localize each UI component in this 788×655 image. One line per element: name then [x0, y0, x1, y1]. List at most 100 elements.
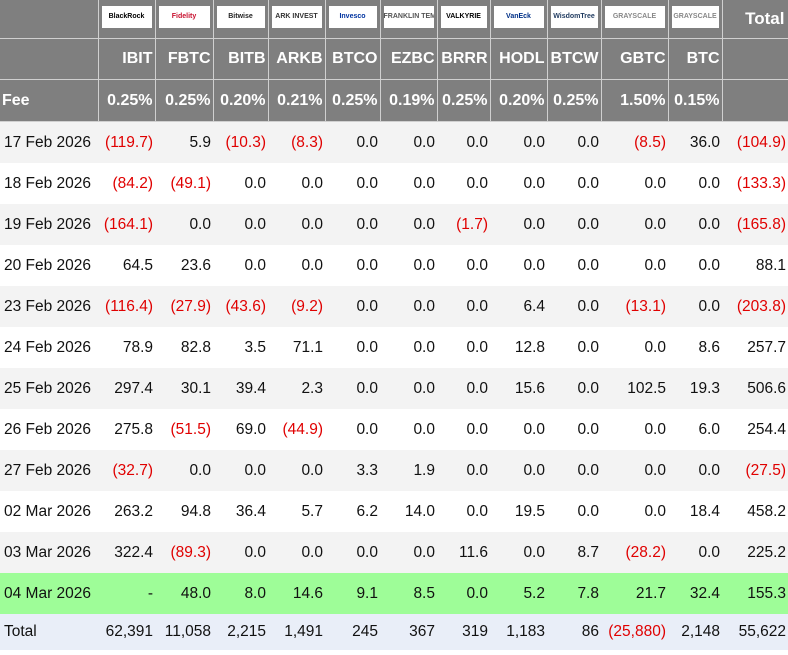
flow-cell: 257.7 — [722, 327, 788, 368]
flow-cell: 19.5 — [490, 491, 547, 532]
total-cell: 319 — [437, 614, 490, 650]
ticker-row: IBIT FBTC BITB ARKB BTCO EZBC BRRR HODL BTCW GBTC… — [0, 38, 788, 80]
flow-cell: 19.3 — [668, 368, 722, 409]
issuer-logo-row: BlackRock Fidelity Bitwise ARK INVEST Invesc… — [0, 0, 788, 39]
flow-cell: 69.0 — [213, 409, 268, 450]
flow-cell: 78.9 — [98, 327, 155, 368]
flow-cell: 0.0 — [547, 204, 601, 245]
fee-cell: 0.25% — [155, 79, 214, 122]
ticker-header: FBTC — [155, 38, 214, 80]
total-label: Total — [0, 614, 98, 650]
flow-cell: 0.0 — [601, 163, 668, 204]
issuer-logo-cell: Bitwise — [213, 0, 269, 39]
date-cell: 24 Feb 2026 — [0, 327, 98, 368]
ticker-header: BTCO — [325, 38, 381, 80]
fee-cell: 0.20% — [490, 79, 548, 122]
issuer-logo-cell: GRAYSCALE — [601, 0, 669, 39]
flow-cell: 275.8 — [98, 409, 155, 450]
table-row: 27 Feb 2026 (32.7) 0.0 0.0 0.0 3.3 1.9 0.0 0.0 0.… — [0, 450, 788, 491]
flow-cell: 0.0 — [437, 491, 490, 532]
table-row: 03 Mar 2026 322.4 (89.3) 0.0 0.0 0.0 0.0 11.6 0.… — [0, 532, 788, 573]
flow-cell: 0.0 — [380, 121, 437, 163]
flow-cell: 0.0 — [601, 204, 668, 245]
flow-cell: 0.0 — [547, 163, 601, 204]
flow-cell: 0.0 — [437, 573, 490, 614]
issuer-logo: WisdomTree — [550, 5, 598, 28]
flow-cell: (164.1) — [98, 204, 155, 245]
flow-cell: 0.0 — [437, 450, 490, 491]
flow-cell: 0.0 — [325, 368, 380, 409]
issuer-logo-cell: GRAYSCALE — [668, 0, 723, 39]
flow-cell: 0.0 — [268, 532, 325, 573]
flow-cell: 36.0 — [668, 121, 722, 163]
flow-cell: 0.0 — [490, 532, 547, 573]
ticker-header: EZBC — [380, 38, 438, 80]
flow-cell: (165.8) — [722, 204, 788, 245]
date-cell: 25 Feb 2026 — [0, 368, 98, 409]
flow-cell: 155.3 — [722, 573, 788, 614]
ticker-header: GBTC — [601, 38, 669, 80]
ticker-header: IBIT — [98, 38, 156, 80]
flow-cell: 39.4 — [213, 368, 268, 409]
flow-cell: 0.0 — [601, 245, 668, 286]
flow-cell: 0.0 — [547, 409, 601, 450]
flow-cell: 0.0 — [437, 245, 490, 286]
ticker-header: HODL — [490, 38, 548, 80]
issuer-logo: GRAYSCALE — [671, 5, 719, 28]
table-row: 25 Feb 2026 297.4 30.1 39.4 2.3 0.0 0.0 0.0 15.6… — [0, 368, 788, 409]
flow-cell: (84.2) — [98, 163, 155, 204]
fee-row: Fee 0.25% 0.25% 0.20% 0.21% 0.25% 0.19% 0.25% 0.… — [0, 79, 788, 122]
issuer-logo: FRANKLIN TEMPLETON — [383, 5, 434, 28]
issuer-logo-cell: FRANKLIN TEMPLETON — [380, 0, 438, 39]
flow-cell: 0.0 — [437, 163, 490, 204]
flow-cell: (104.9) — [722, 121, 788, 163]
flow-cell: 0.0 — [325, 532, 380, 573]
flow-cell: 0.0 — [547, 286, 601, 327]
flow-cell: 0.0 — [213, 163, 268, 204]
flow-cell: 21.7 — [601, 573, 668, 614]
issuer-logo: Invesco — [328, 5, 377, 28]
issuer-logo: ARK INVEST — [271, 5, 322, 28]
flow-cell: 6.4 — [490, 286, 547, 327]
flow-cell: 0.0 — [325, 327, 380, 368]
flow-cell: 0.0 — [668, 204, 722, 245]
flow-cell: 0.0 — [547, 491, 601, 532]
total-header: Total — [722, 0, 788, 39]
flow-cell: (89.3) — [155, 532, 213, 573]
ticker-header: ARKB — [268, 38, 326, 80]
flow-cell: (8.5) — [601, 121, 668, 163]
flow-cell: 0.0 — [325, 245, 380, 286]
flow-cell: - — [98, 573, 155, 614]
flow-cell: 94.8 — [155, 491, 213, 532]
flow-cell: 0.0 — [213, 532, 268, 573]
table-row: 20 Feb 2026 64.5 23.6 0.0 0.0 0.0 0.0 0.0 0.0 0.0… — [0, 245, 788, 286]
flow-cell: 23.6 — [155, 245, 213, 286]
flow-cell: 8.5 — [380, 573, 437, 614]
flow-cell: 0.0 — [325, 204, 380, 245]
date-cell: 19 Feb 2026 — [0, 204, 98, 245]
flow-cell: 0.0 — [268, 163, 325, 204]
flow-cell: 322.4 — [98, 532, 155, 573]
flow-cell: 36.4 — [213, 491, 268, 532]
flow-cell: 0.0 — [268, 450, 325, 491]
issuer-logo-cell: WisdomTree — [547, 0, 602, 39]
flow-cell: 0.0 — [437, 286, 490, 327]
total-cell: 367 — [380, 614, 437, 650]
flow-cell: 0.0 — [213, 450, 268, 491]
flow-cell: (133.3) — [722, 163, 788, 204]
flow-cell: 0.0 — [380, 286, 437, 327]
flow-cell: 0.0 — [325, 121, 380, 163]
flow-cell: 0.0 — [380, 532, 437, 573]
issuer-logo-cell: BlackRock — [98, 0, 156, 39]
ticker-header: BTCW — [547, 38, 602, 80]
flow-cell: 0.0 — [490, 245, 547, 286]
total-cell: 245 — [325, 614, 380, 650]
flow-cell: 0.0 — [601, 327, 668, 368]
empty-header — [722, 38, 788, 80]
flow-cell: 0.0 — [213, 204, 268, 245]
flow-cell: 12.8 — [490, 327, 547, 368]
flow-cell: 102.5 — [601, 368, 668, 409]
flow-cell: 0.0 — [547, 245, 601, 286]
table-row: 17 Feb 2026 (119.7) 5.9 (10.3) (8.3) 0.0 0.0 0.… — [0, 121, 788, 163]
table-row: 02 Mar 2026 263.2 94.8 36.4 5.7 6.2 14.0 0.0 19.… — [0, 491, 788, 532]
